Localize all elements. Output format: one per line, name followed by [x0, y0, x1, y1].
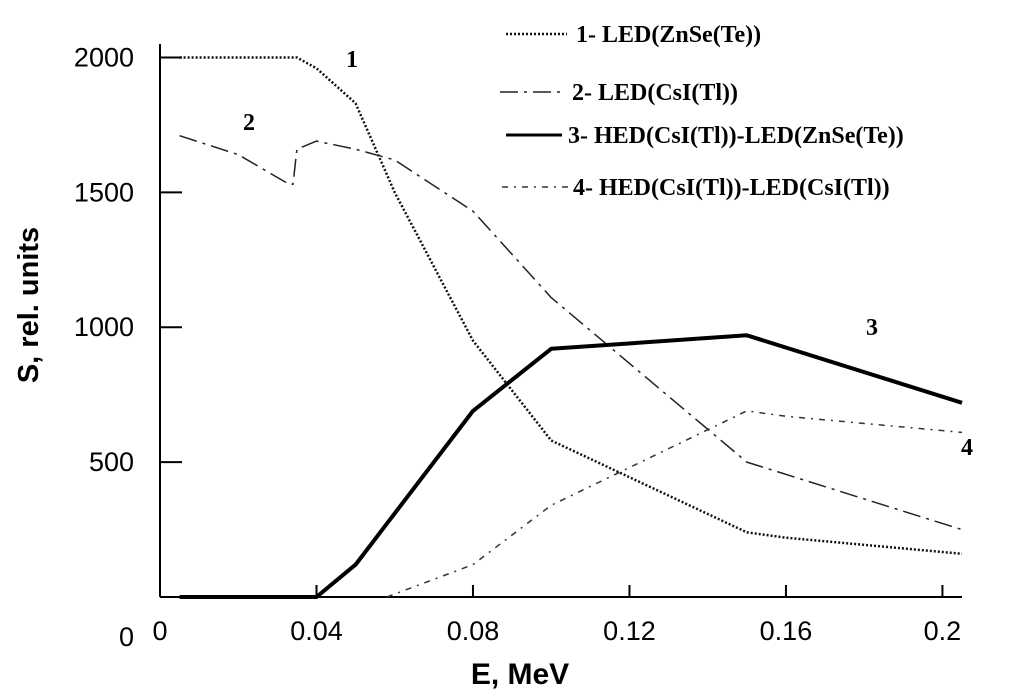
x-tick-label: 0.2 [924, 616, 962, 646]
curve-labels: 1 2 3 4 [243, 47, 973, 461]
legend-entry-3: 3- HED(CsI(Tl))-LED(ZnSe(Te)) [568, 123, 904, 149]
curve-label-3: 3 [866, 315, 878, 341]
y-tick-label: 0 [119, 622, 134, 652]
y-tick-label: 1000 [74, 312, 134, 342]
y-tick-label: 500 [89, 447, 134, 477]
legend-entry-1: 1- LED(ZnSe(Te)) [576, 22, 761, 48]
x-tick-label: 0.08 [447, 616, 500, 646]
legend-entry-2: 2- LED(CsI(Tl)) [572, 80, 738, 106]
x-tick-label: 0.12 [603, 616, 656, 646]
legend: 1- LED(ZnSe(Te)) 2- LED(CsI(Tl)) 3- HED(Cs… [500, 22, 904, 201]
series-line-1 [179, 56, 963, 556]
y-tick-label: 2000 [74, 42, 134, 72]
y-tick-labels: 0 500 1000 1500 2000 [74, 42, 134, 652]
curve-label-4: 4 [961, 435, 973, 461]
x-tick-label: 0.16 [760, 616, 813, 646]
y-axis-title: S, rel. units [13, 227, 45, 383]
curve-label-2: 2 [243, 110, 255, 136]
series-line-4 [386, 410, 963, 598]
series-line-2 [179, 134, 963, 531]
series-line-3 [179, 333, 963, 599]
x-tick-label: 0 [152, 616, 167, 646]
x-tick-labels: 0 0.04 0.08 0.12 0.16 0.2 [152, 616, 961, 646]
series-lines [179, 56, 963, 599]
y-tick-label: 1500 [74, 177, 134, 207]
x-axis-title: E, MeV [471, 658, 569, 691]
legend-entry-4: 4- HED(CsI(Tl))-LED(CsI(Tl)) [573, 175, 890, 201]
x-tick-label: 0.04 [290, 616, 343, 646]
curve-label-1: 1 [346, 47, 358, 73]
